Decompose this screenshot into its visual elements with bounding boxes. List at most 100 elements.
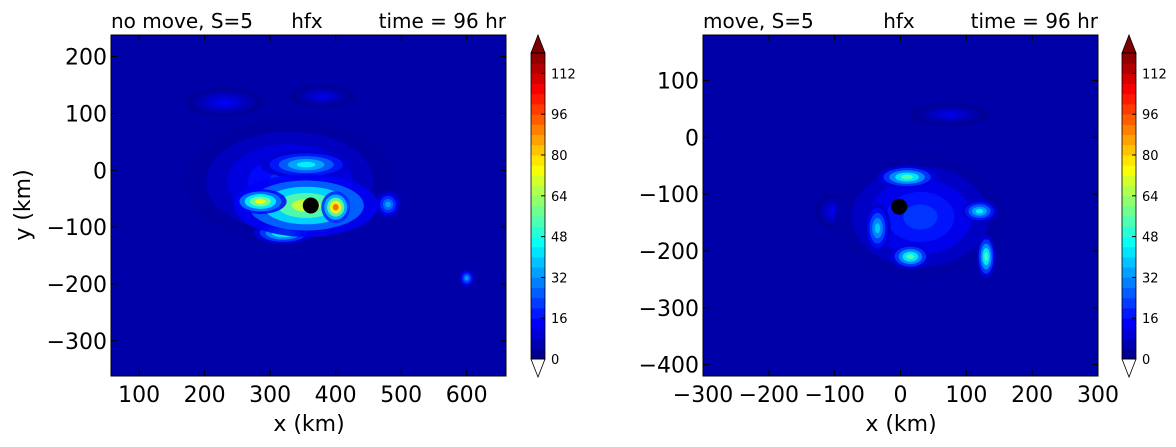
panel1-y-tick-label: −200	[47, 273, 107, 298]
panel2-colorbar-segment	[1122, 104, 1136, 115]
panel2-colorbar-segment	[1122, 93, 1136, 105]
panel2-colorbar-segment	[1122, 134, 1136, 146]
panel2-title-right: time = 96 hr	[971, 9, 1099, 33]
panel2-colorbar-segment	[1122, 308, 1136, 319]
panel1-colorbar-segment	[531, 246, 545, 258]
panel2-colorbar-segment	[1122, 226, 1136, 237]
panel1-colorbar-segment	[531, 73, 545, 84]
panel1-colorbar-segment	[531, 338, 545, 350]
panel1-colorbar-extend-min	[530, 358, 546, 379]
panel1-field-contour	[216, 99, 233, 105]
panel2-colorbar-segment	[1122, 257, 1136, 268]
panel2-colorbar: 0 16 32 48 64 80 96 112	[1121, 33, 1167, 379]
panel1-colorbar-segment	[531, 63, 545, 74]
panel1-field-contour	[332, 204, 339, 211]
panel1-colorbar-segment	[531, 277, 545, 288]
panel1-colorbar-segment	[531, 308, 545, 319]
panel1-y-tick-label: 100	[65, 102, 107, 127]
panel1-colorbar-segment	[531, 318, 545, 329]
panel2-colorbar-tick-label: 112	[1142, 67, 1167, 82]
panel1-title-right: time = 96 hr	[379, 9, 507, 33]
panel2-colorbar-segment	[1122, 267, 1136, 278]
panel2-x-tick-label: −300	[673, 383, 733, 408]
panel2-x-tick-label: 300	[1077, 383, 1119, 408]
panel1-colorbar-tick-label: 48	[551, 231, 568, 246]
panel2-field-contour	[874, 223, 881, 234]
panel1-colorbar-extend-max	[530, 33, 546, 54]
panel2-field-contour	[901, 174, 913, 180]
panel2-colorbar-segment	[1122, 165, 1136, 176]
panel1-colorbar: 0 16 32 48 64 80 96 112	[530, 33, 576, 379]
panel1-colorbar-segment	[531, 53, 545, 64]
panel2-y-tick-label: −300	[639, 297, 699, 322]
panel1-colorbar-segment	[531, 93, 545, 105]
panel1-x-axis-label: x (km)	[273, 412, 344, 437]
panel1-colorbar-tick-label: 80	[551, 149, 568, 164]
panel1-y-tick-label: 200	[65, 46, 107, 71]
panel1-x-tick-label: 400	[315, 383, 357, 408]
panel1-colorbar-segment	[531, 83, 545, 95]
panel2-colorbar-segment	[1122, 73, 1136, 84]
panel2-colorbar-segment	[1122, 297, 1136, 309]
panel2-colorbar-segment	[1122, 277, 1136, 288]
panel1-y-axis-label: y (km)	[11, 169, 36, 240]
panel2-x-tick-label: 200	[1011, 383, 1053, 408]
panel1-colorbar-tick-label: 0	[551, 353, 559, 368]
panel1-title-left: no move, S=5	[111, 9, 253, 33]
panel1-plot-frame	[110, 34, 507, 377]
panel1-colorbar-segment	[531, 287, 545, 299]
panel1-colorbar-segment	[531, 104, 545, 115]
panel1-colorbar-segment	[531, 206, 545, 217]
panel2-field-contour	[942, 112, 958, 117]
panel2-colorbar-tick-label: 48	[1142, 231, 1159, 246]
panel2-colorbar-segment	[1122, 236, 1136, 248]
panel1-colorbar-segment	[531, 165, 545, 176]
panel1-colorbar-segment	[531, 226, 545, 237]
panel1-colorbar-segment	[531, 236, 545, 248]
panel2-x-tick-label: 0	[894, 383, 908, 408]
panel-move: move, S=5 hfx time = 96 hr −300 −200 −100 0…	[639, 9, 1167, 437]
panel2-colorbar-tick-label: 0	[1142, 353, 1150, 368]
panel2-colorbar-segment	[1122, 124, 1136, 135]
panel2-colorbar-segment	[1122, 206, 1136, 217]
panel2-colorbar-segment	[1122, 63, 1136, 74]
panel1-x-tick-label: 500	[380, 383, 422, 408]
panel1-colorbar-tick-label: 64	[551, 190, 568, 205]
panel2-colorbar-segment	[1122, 348, 1136, 360]
panel2-colorbar-segment	[1122, 155, 1136, 166]
panel2-colorbar-segment	[1122, 83, 1136, 95]
panel1-x-tick-label: 600	[446, 383, 488, 408]
panel1-colorbar-frame	[530, 52, 546, 360]
panel1-colorbar-segment	[531, 216, 545, 227]
panel2-y-tick-label: −400	[639, 354, 699, 379]
panel2-field-contour	[984, 252, 988, 261]
panel2-field-contour	[903, 204, 938, 230]
panel1-field-contour	[255, 199, 266, 204]
panel2-colorbar-segment	[1122, 318, 1136, 329]
panel1-colorbar-segment	[531, 175, 545, 186]
panel2-colorbar-segment	[1122, 114, 1136, 125]
panel2-x-tick-label: −100	[804, 383, 864, 408]
panel1-colorbar-segment	[531, 144, 545, 156]
panel2-colorbar-tick-label: 96	[1142, 108, 1159, 123]
panel2-colorbar-frame	[1121, 52, 1137, 360]
panel2-colorbar-tick-label: 16	[1142, 312, 1159, 327]
panel1-colorbar-tick-label: 96	[551, 108, 568, 123]
panel2-colorbar-segment	[1122, 53, 1136, 64]
panel1-colorbar-segment	[531, 124, 545, 135]
panel2-y-tick-label: −200	[639, 240, 699, 265]
panel2-title-center: hfx	[883, 9, 915, 33]
panel1-y-tick-label: −100	[47, 216, 107, 241]
panel1-colorbar-tick-label: 32	[551, 271, 568, 286]
panel1-colorbar-segment	[531, 328, 545, 339]
panel2-colorbar-segment	[1122, 328, 1136, 339]
panel1-colorbar-segment	[531, 185, 545, 197]
panel2-x-tick-label: −200	[739, 383, 799, 408]
panel1-colorbar-segment	[531, 155, 545, 166]
panel2-field-contour	[975, 208, 984, 214]
panel-no-move: no move, S=5 hfx time = 96 hr 100 200 300 4…	[11, 9, 576, 437]
panel2-colorbar-segment	[1122, 338, 1136, 350]
panel1-storm-center-marker	[302, 197, 319, 214]
panel2-colorbar-tick-label: 64	[1142, 190, 1159, 205]
